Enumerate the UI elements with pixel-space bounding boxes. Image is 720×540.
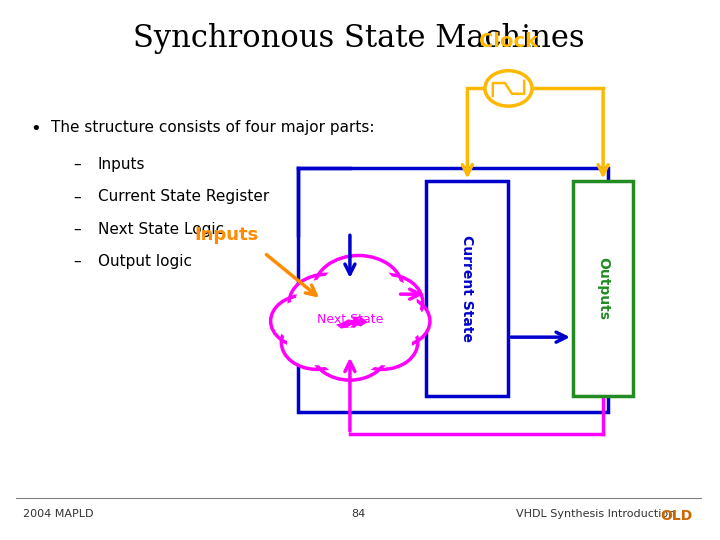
- Text: Current State: Current State: [460, 235, 474, 342]
- Text: 84: 84: [351, 509, 366, 519]
- Bar: [298, 168, 608, 413]
- Text: –: –: [73, 221, 81, 237]
- Text: Current State Register: Current State Register: [98, 190, 269, 205]
- Text: •: •: [30, 119, 41, 138]
- Circle shape: [485, 71, 532, 106]
- Circle shape: [346, 316, 418, 369]
- Text: OLD: OLD: [660, 509, 693, 523]
- Circle shape: [319, 328, 381, 375]
- Circle shape: [312, 323, 388, 380]
- Text: Next State: Next State: [318, 313, 384, 326]
- Bar: [572, 181, 634, 396]
- Text: Inputs: Inputs: [98, 157, 145, 172]
- Bar: [426, 181, 508, 396]
- Text: Outputs: Outputs: [596, 257, 610, 320]
- Circle shape: [355, 279, 416, 325]
- Circle shape: [367, 300, 424, 342]
- Text: VHDL Synthesis Introduction: VHDL Synthesis Introduction: [516, 509, 675, 519]
- Text: Clock: Clock: [479, 32, 538, 51]
- Circle shape: [276, 300, 333, 342]
- Text: Synchronous State Machines: Synchronous State Machines: [132, 24, 585, 55]
- Circle shape: [314, 255, 402, 322]
- Circle shape: [348, 274, 423, 330]
- Text: Output logic: Output logic: [98, 254, 192, 269]
- Circle shape: [289, 274, 364, 330]
- Circle shape: [353, 321, 411, 364]
- Text: –: –: [73, 254, 81, 269]
- Text: Inputs: Inputs: [194, 226, 258, 244]
- Circle shape: [322, 261, 395, 316]
- Text: The structure consists of four major parts:: The structure consists of four major par…: [51, 119, 375, 134]
- Circle shape: [271, 295, 339, 347]
- Circle shape: [361, 295, 430, 347]
- Text: Next State Logic: Next State Logic: [98, 221, 224, 237]
- Text: –: –: [73, 190, 81, 205]
- Circle shape: [296, 279, 357, 325]
- Circle shape: [288, 321, 346, 364]
- Text: –: –: [73, 157, 81, 172]
- Circle shape: [282, 316, 353, 369]
- Text: 2004 MAPLD: 2004 MAPLD: [23, 509, 94, 519]
